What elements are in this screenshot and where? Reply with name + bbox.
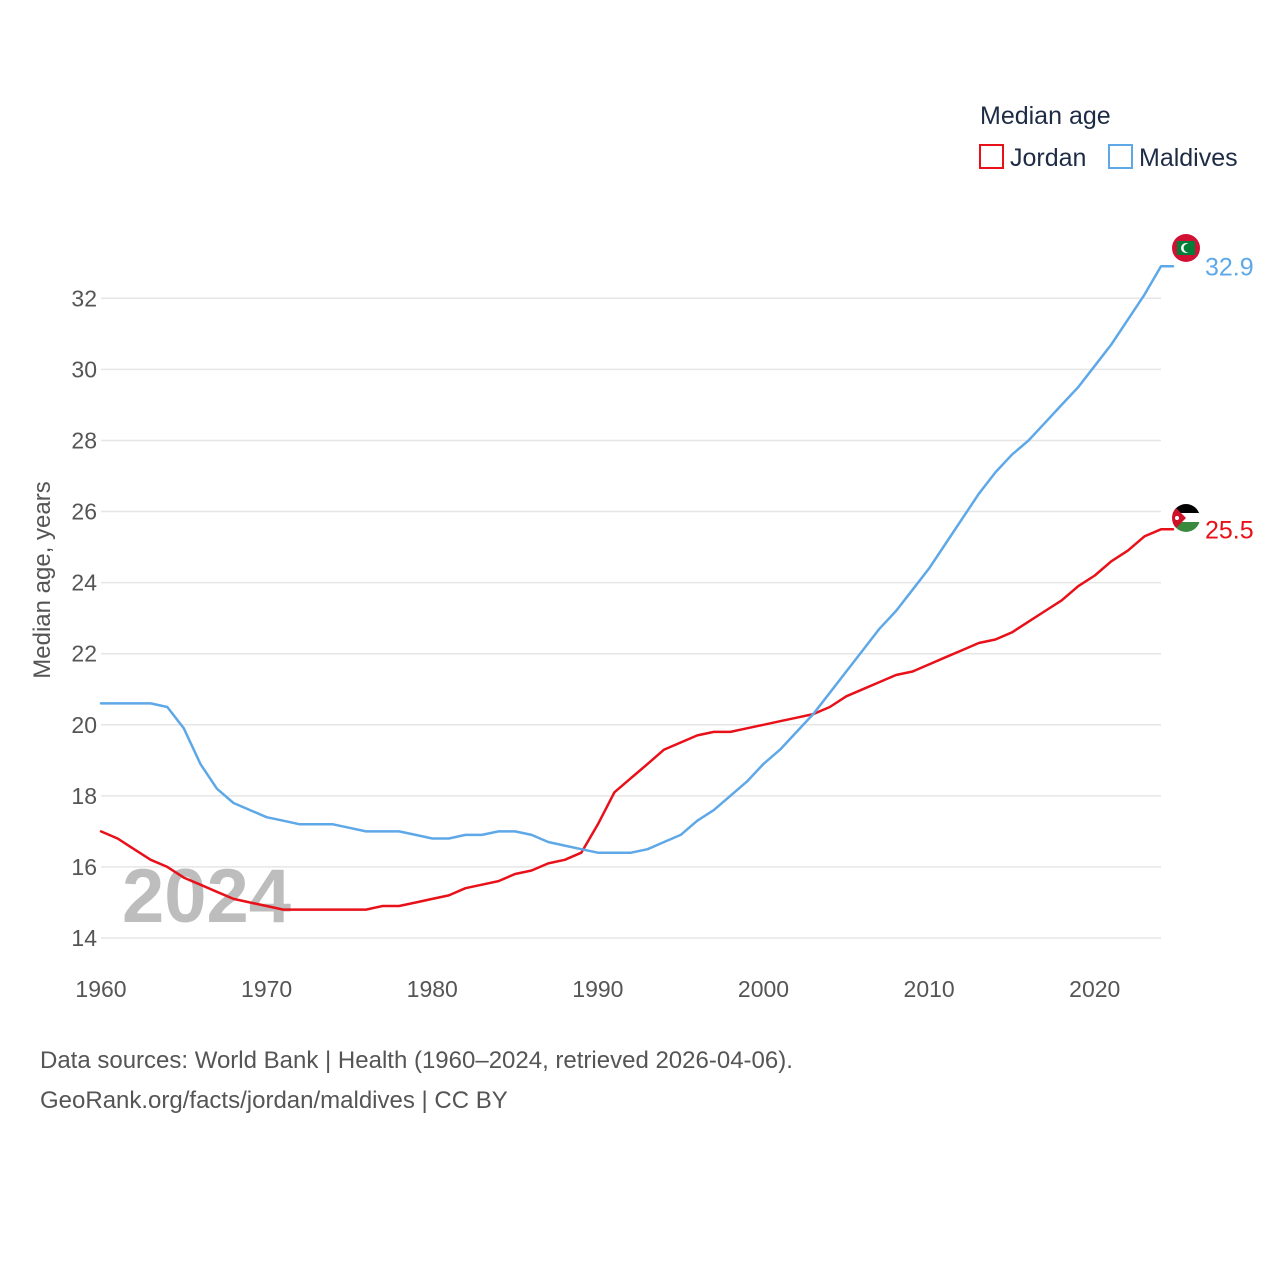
- x-tick-label: 1970: [241, 976, 292, 1002]
- y-tick-label: 16: [71, 854, 97, 880]
- y-tick-label: 20: [71, 712, 97, 738]
- legend-title: Median age: [980, 102, 1111, 130]
- y-tick-label: 30: [71, 356, 97, 382]
- legend-label-jordan: Jordan: [1010, 144, 1086, 172]
- x-tick-label: 2020: [1069, 976, 1120, 1002]
- y-tick-label: 26: [71, 499, 97, 525]
- y-tick-label: 32: [71, 285, 97, 311]
- maldives-flag-icon: [1172, 234, 1200, 262]
- legend-swatch-jordan: [979, 144, 1004, 169]
- x-tick-label: 1990: [572, 976, 623, 1002]
- end-label-jordan: 25.5: [1205, 516, 1254, 544]
- x-axis-ticks: 1960 1970 1980 1990 2000 2010 2020: [75, 976, 1120, 1002]
- end-label-maldives: 32.9: [1205, 253, 1254, 281]
- x-tick-label: 1980: [407, 976, 458, 1002]
- y-tick-label: 18: [71, 783, 97, 809]
- x-tick-label: 2010: [904, 976, 955, 1002]
- jordan-flag-icon: [1172, 504, 1200, 532]
- y-tick-label: 22: [71, 641, 97, 667]
- legend-label-maldives: Maldives: [1139, 144, 1238, 172]
- x-tick-label: 1960: [75, 976, 126, 1002]
- x-tick-label: 2000: [738, 976, 789, 1002]
- y-tick-label: 24: [71, 570, 97, 596]
- y-tick-label: 14: [71, 925, 97, 951]
- legend: Median age Jordan Maldives: [979, 102, 1238, 172]
- legend-swatch-maldives: [1108, 144, 1133, 169]
- gridlines: [101, 297, 1161, 939]
- series-lines: [99, 265, 1175, 911]
- y-tick-label: 28: [71, 427, 97, 453]
- year-watermark: 2024: [122, 854, 291, 939]
- credit-note[interactable]: GeoRank.org/facts/jordan/maldives | CC B…: [40, 1087, 508, 1114]
- series-line-jordan: [99, 528, 1175, 911]
- data-source-note: Data sources: World Bank | Health (1960–…: [40, 1047, 793, 1074]
- end-value-labels: 25.5 32.9: [1205, 253, 1254, 544]
- series-line-maldives: [99, 265, 1175, 854]
- y-axis-ticks: 14 16 18 20 22 24 26 28 30 32: [71, 285, 97, 951]
- y-axis-title: Median age, years: [29, 481, 56, 678]
